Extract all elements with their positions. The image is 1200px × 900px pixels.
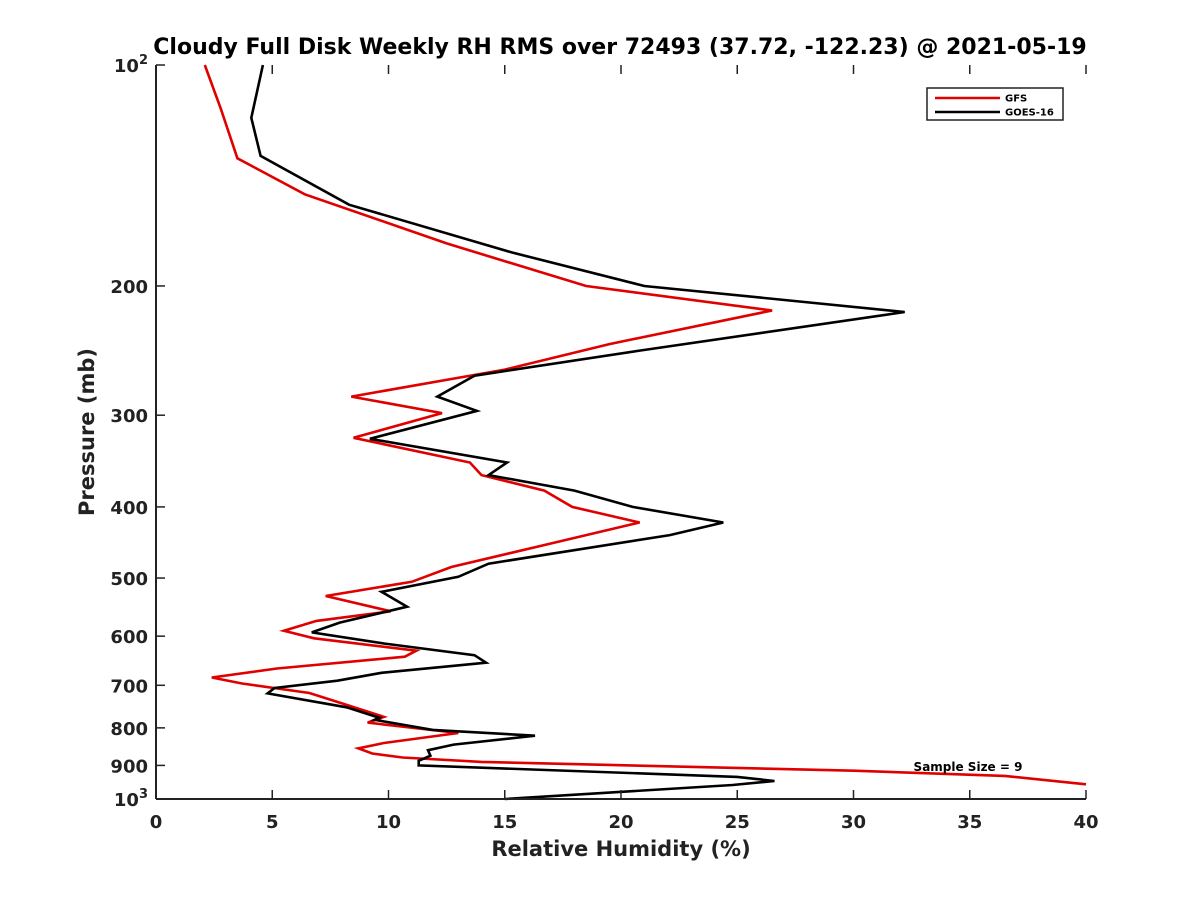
y-ticks: 102 200 300 400 500 600 700 800 900 103 <box>110 53 165 811</box>
y-tick-label: 600 <box>110 627 148 648</box>
legend-entries: GFS GOES-16 <box>935 94 1054 119</box>
y-tick-label: 700 <box>110 676 148 697</box>
sample-size-annotation: Sample Size = 9 <box>914 760 1023 774</box>
legend: GFS GOES-16 <box>926 87 1064 121</box>
x-tick-label: 20 <box>608 812 633 833</box>
x-tick-label: 10 <box>376 812 401 833</box>
x-tick-label: 40 <box>1073 812 1098 833</box>
series-line-goes-16 <box>249 64 905 801</box>
x-axis-label: Relative Humidity (%) <box>491 837 750 861</box>
y-tick-label: 800 <box>110 719 148 740</box>
legend-label-gfs: GFS <box>1005 94 1027 105</box>
x-tick-label: 30 <box>841 812 866 833</box>
y-tick-label: 103 <box>114 787 148 811</box>
x-tick-label: 25 <box>725 812 750 833</box>
y-axis-label: Pressure (mb) <box>75 348 99 516</box>
y-tick-label: 200 <box>110 277 148 298</box>
y-tick-label: 102 <box>114 53 148 77</box>
x-tick-label: 0 <box>150 812 163 833</box>
series-layer <box>203 64 1087 801</box>
legend-box <box>926 87 1064 121</box>
chart-title: Cloudy Full Disk Weekly RH RMS over 7249… <box>153 35 1086 60</box>
legend-label-goes-16: GOES-16 <box>1005 108 1054 119</box>
y-tick-label: 900 <box>110 756 148 777</box>
x-ticks: 0 5 10 15 20 25 30 35 40 <box>150 65 1099 833</box>
x-tick-label: 15 <box>492 812 517 833</box>
x-tick-label: 35 <box>957 812 982 833</box>
x-tick-label: 5 <box>266 812 279 833</box>
y-tick-label: 300 <box>110 406 148 427</box>
y-tick-label: 400 <box>110 498 148 519</box>
y-tick-label: 500 <box>110 569 148 590</box>
